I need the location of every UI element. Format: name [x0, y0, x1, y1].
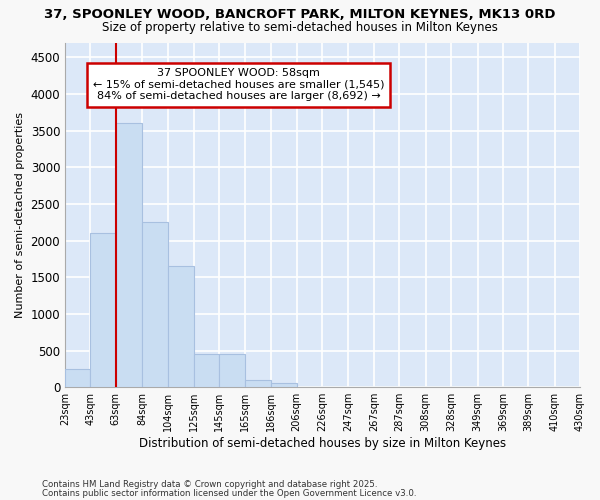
X-axis label: Distribution of semi-detached houses by size in Milton Keynes: Distribution of semi-detached houses by … — [139, 437, 506, 450]
Text: Size of property relative to semi-detached houses in Milton Keynes: Size of property relative to semi-detach… — [102, 21, 498, 34]
Bar — [245, 380, 271, 387]
Text: Contains public sector information licensed under the Open Government Licence v3: Contains public sector information licen… — [42, 488, 416, 498]
Text: 37, SPOONLEY WOOD, BANCROFT PARK, MILTON KEYNES, MK13 0RD: 37, SPOONLEY WOOD, BANCROFT PARK, MILTON… — [44, 8, 556, 20]
Bar — [167, 266, 194, 387]
Bar — [220, 354, 245, 387]
Y-axis label: Number of semi-detached properties: Number of semi-detached properties — [15, 112, 25, 318]
Bar — [91, 233, 116, 387]
Bar — [142, 222, 167, 387]
Text: 37 SPOONLEY WOOD: 58sqm
← 15% of semi-detached houses are smaller (1,545)
84% of: 37 SPOONLEY WOOD: 58sqm ← 15% of semi-de… — [92, 68, 384, 102]
Text: Contains HM Land Registry data © Crown copyright and database right 2025.: Contains HM Land Registry data © Crown c… — [42, 480, 377, 489]
Bar — [65, 369, 91, 387]
Bar — [271, 383, 296, 387]
Bar — [194, 354, 220, 387]
Bar — [116, 123, 142, 387]
